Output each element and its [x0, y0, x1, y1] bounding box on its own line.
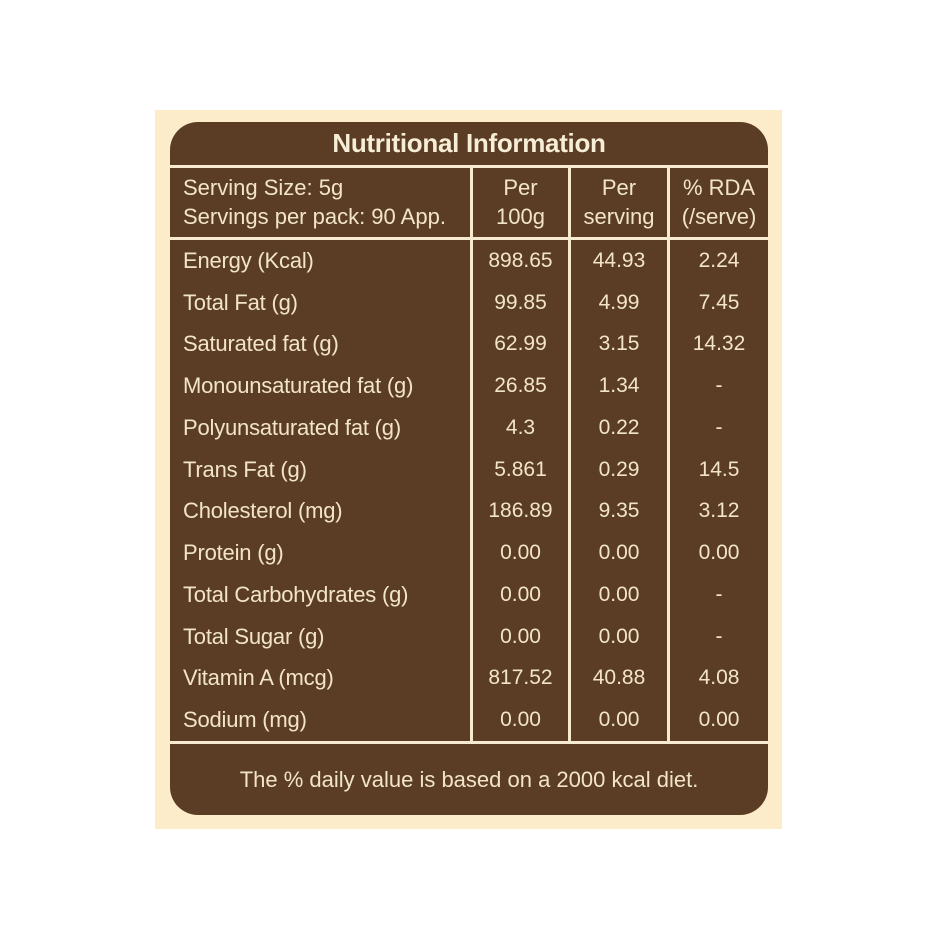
- value-per-100g: 0.00: [470, 699, 568, 741]
- value-per-100g: 5.861: [470, 448, 568, 491]
- value-rda: 0.00: [667, 699, 768, 741]
- table-row: Energy (Kcal) 898.65 44.93 2.24: [170, 240, 768, 282]
- value-rda: -: [667, 574, 768, 616]
- divider-under-header: [170, 237, 768, 240]
- table-row: Total Sugar (g) 0.00 0.00 -: [170, 615, 768, 658]
- column-header-rda: % RDA (/serve): [667, 168, 768, 237]
- table-row: Polyunsaturated fat (g) 4.3 0.22 -: [170, 407, 768, 449]
- value-rda: 0.00: [667, 532, 768, 574]
- column-header-per-100g: Per 100g: [470, 168, 568, 237]
- nutrient-name: Sodium (mg): [183, 707, 307, 733]
- column-header-per-serving: Per serving: [568, 168, 667, 237]
- value-per-100g: 99.85: [470, 281, 568, 324]
- divider-above-footer: [170, 741, 768, 744]
- nutrient-name: Protein (g): [183, 540, 284, 566]
- value-per-serving: 4.99: [568, 281, 667, 324]
- value-per-100g: 0.00: [470, 615, 568, 658]
- value-rda: -: [667, 407, 768, 449]
- nutrient-name: Monounsaturated fat (g): [183, 373, 414, 399]
- value-rda: 4.08: [667, 657, 768, 700]
- value-per-serving: 1.34: [568, 365, 667, 407]
- value-per-serving: 0.29: [568, 448, 667, 491]
- value-per-100g: 898.65: [470, 240, 568, 282]
- table-row: Cholesterol (mg) 186.89 9.35 3.12: [170, 490, 768, 533]
- nutrient-name: Total Carbohydrates (g): [183, 581, 409, 607]
- servings-per-pack-text: Servings per pack: 90 App.: [183, 203, 446, 229]
- label-background-panel: Nutritional Information Serving Size: 5g…: [155, 110, 782, 829]
- label-title-bar: Nutritional Information: [170, 122, 768, 165]
- table-row: Trans Fat (g) 5.861 0.29 14.5: [170, 448, 768, 491]
- value-rda: 7.45: [667, 281, 768, 324]
- table-row: Total Carbohydrates (g) 0.00 0.00 -: [170, 574, 768, 616]
- value-per-100g: 26.85: [470, 365, 568, 407]
- table-row: Sodium (mg) 0.00 0.00 0.00: [170, 699, 768, 741]
- value-per-serving: 0.22: [568, 407, 667, 449]
- value-rda: 14.32: [667, 323, 768, 366]
- value-per-serving: 0.00: [568, 615, 667, 658]
- daily-value-footnote: The % daily value is based on a 2000 kca…: [239, 766, 699, 792]
- value-per-100g: 62.99: [470, 323, 568, 366]
- nutrient-name: Total Sugar (g): [183, 623, 325, 649]
- value-per-100g: 0.00: [470, 532, 568, 574]
- table-row: Total Fat (g) 99.85 4.99 7.45: [170, 281, 768, 324]
- table-row: Protein (g) 0.00 0.00 0.00: [170, 532, 768, 574]
- value-per-serving: 0.00: [568, 699, 667, 741]
- nutrient-name: Polyunsaturated fat (g): [183, 414, 401, 440]
- value-per-100g: 186.89: [470, 490, 568, 533]
- value-rda: 3.12: [667, 490, 768, 533]
- divider-under-title: [170, 165, 768, 168]
- nutrient-name: Cholesterol (mg): [183, 498, 343, 524]
- table-header-row: Serving Size: 5g Servings per pack: 90 A…: [170, 168, 768, 237]
- nutrient-name: Energy (Kcal): [183, 247, 314, 273]
- nutrient-name: Total Fat (g): [183, 289, 298, 315]
- nutrient-name: Saturated fat (g): [183, 331, 339, 357]
- nutrition-label-card: Nutritional Information Serving Size: 5g…: [170, 122, 768, 815]
- value-per-serving: 44.93: [568, 240, 667, 282]
- value-per-serving: 0.00: [568, 574, 667, 616]
- value-rda: 2.24: [667, 240, 768, 282]
- value-per-serving: 0.00: [568, 532, 667, 574]
- nutrient-name: Vitamin A (mcg): [183, 665, 334, 691]
- table-row: Saturated fat (g) 62.99 3.15 14.32: [170, 323, 768, 366]
- nutrient-table-body: Energy (Kcal) 898.65 44.93 2.24 Total Fa…: [170, 240, 768, 741]
- value-per-serving: 3.15: [568, 323, 667, 366]
- value-per-serving: 9.35: [568, 490, 667, 533]
- value-rda: -: [667, 365, 768, 407]
- label-footer: The % daily value is based on a 2000 kca…: [170, 744, 768, 815]
- serving-size-text: Serving Size: 5g: [183, 175, 344, 201]
- value-rda: 14.5: [667, 448, 768, 491]
- value-per-serving: 40.88: [568, 657, 667, 700]
- value-per-100g: 0.00: [470, 574, 568, 616]
- value-rda: -: [667, 615, 768, 658]
- value-per-100g: 4.3: [470, 407, 568, 449]
- nutrient-name: Trans Fat (g): [183, 456, 307, 482]
- serving-info-cell: Serving Size: 5g Servings per pack: 90 A…: [170, 168, 470, 237]
- table-row: Vitamin A (mcg) 817.52 40.88 4.08: [170, 657, 768, 700]
- value-per-100g: 817.52: [470, 657, 568, 700]
- table-row: Monounsaturated fat (g) 26.85 1.34 -: [170, 365, 768, 407]
- label-title: Nutritional Information: [332, 128, 606, 158]
